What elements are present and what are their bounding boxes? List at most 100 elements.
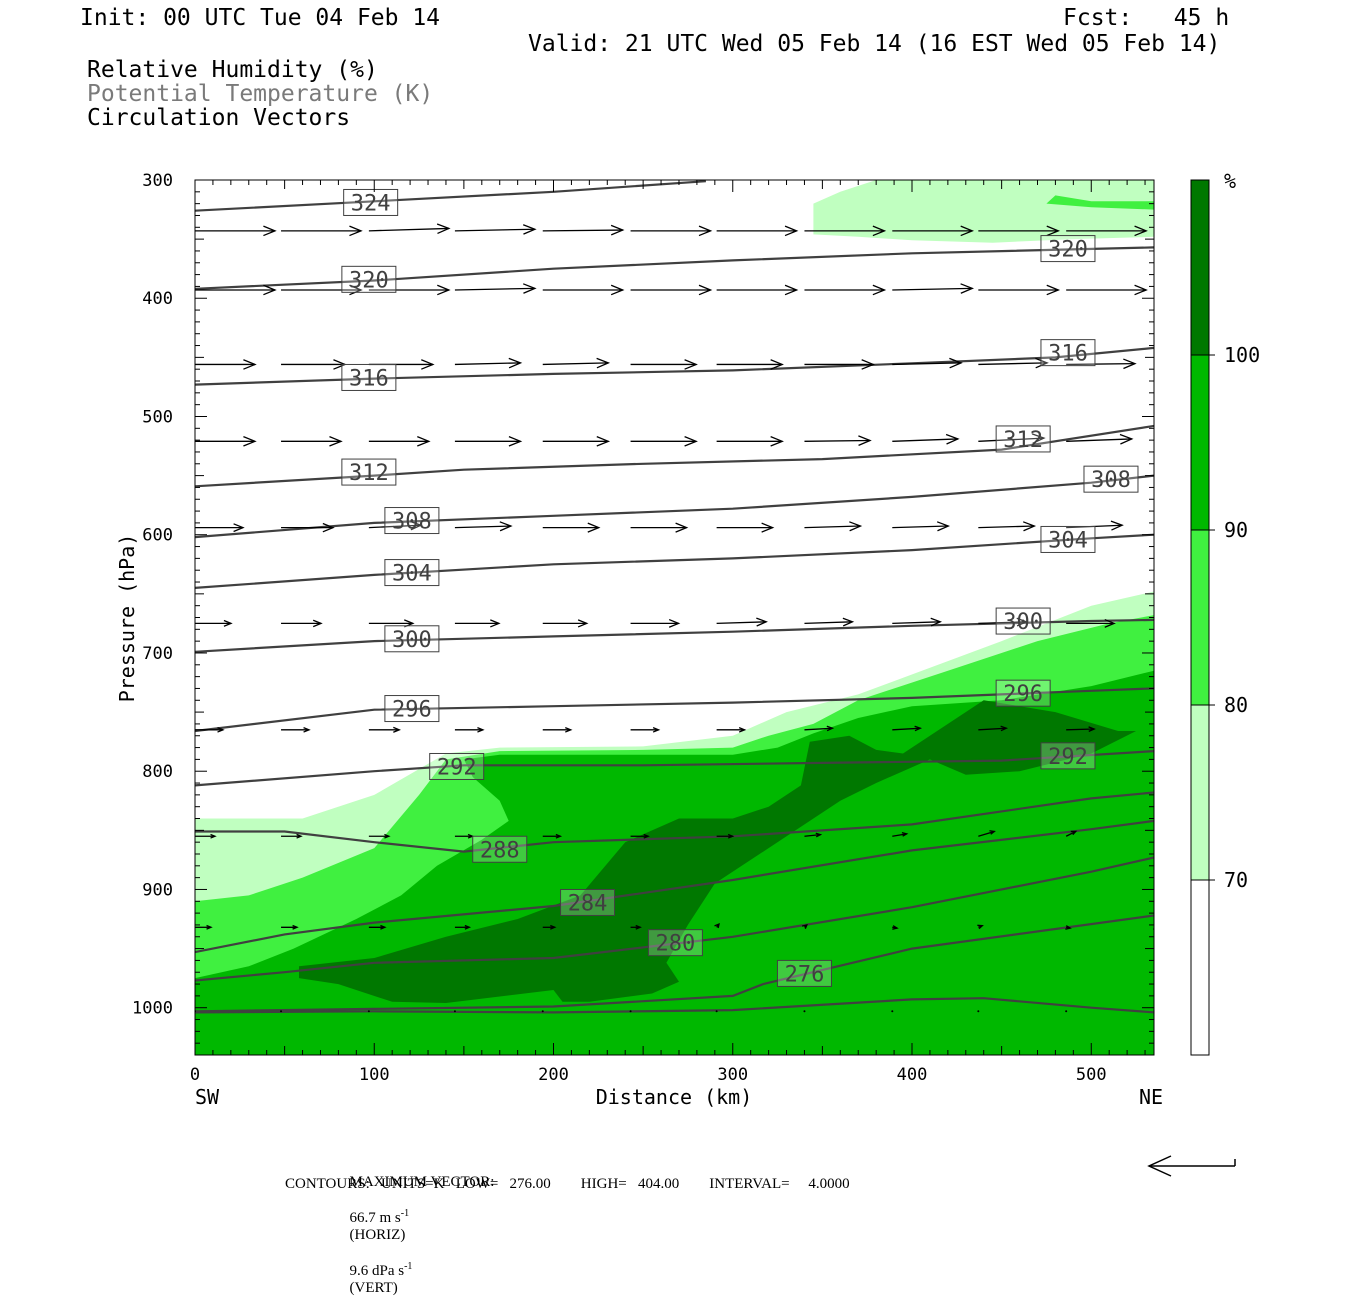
- vector-arrow: [281, 726, 311, 733]
- vector-dot: [629, 1010, 632, 1013]
- vector-head: [1119, 433, 1134, 445]
- max-vector-label: MAXIMUM VECTOR:: [349, 1174, 495, 1190]
- contour-label-box: [995, 425, 1051, 453]
- vector-head: [738, 726, 747, 733]
- vector-dot: [1065, 1010, 1068, 1013]
- vector-arrow: [804, 521, 863, 532]
- vector-shaft: [454, 362, 521, 366]
- vector-head: [508, 357, 523, 369]
- vector-dot: [541, 1010, 544, 1013]
- vector-arrow: [1066, 618, 1116, 628]
- colorbar-label: 90: [1224, 518, 1248, 542]
- vector-arrow: [804, 359, 875, 370]
- vector-head: [684, 435, 698, 447]
- contour-label-316: 316: [1040, 339, 1096, 367]
- vector-arrow: [630, 522, 689, 533]
- vector-head: [1088, 726, 1096, 732]
- contour-label-text: 320: [1048, 238, 1088, 263]
- vector-head: [610, 224, 625, 236]
- vector-arrow: [804, 725, 835, 732]
- y-tick-label: 700: [142, 644, 173, 664]
- vector-arrow: [454, 224, 537, 235]
- vector-shaft: [454, 228, 535, 232]
- vector-head: [930, 617, 943, 627]
- colorbar-label: 80: [1224, 693, 1248, 717]
- vector-dot: [803, 1010, 806, 1013]
- theta-contour-272: [195, 997, 1154, 1014]
- vector-head: [329, 435, 343, 447]
- colorbar-segment-1: [1191, 705, 1209, 880]
- init-time: Init: 00 UTC Tue 04 Feb 14: [80, 5, 441, 31]
- contour-label-box: [995, 607, 1051, 635]
- vector-head: [1104, 618, 1116, 628]
- vector-head: [945, 433, 960, 445]
- contour-label-312: 312: [995, 425, 1051, 453]
- vector-arrow: [977, 1010, 980, 1013]
- colorbar-label: 100: [1224, 343, 1260, 367]
- vector-arrow: [195, 435, 257, 447]
- vector-head: [421, 359, 435, 370]
- contour-label-box: [1040, 525, 1096, 553]
- vector-arrow: [195, 359, 257, 370]
- vector-head: [727, 833, 735, 839]
- vector-head: [490, 619, 501, 628]
- theta-contour-304: [195, 533, 1154, 589]
- contour-label-284: 284: [560, 888, 616, 916]
- vector-arrow: [804, 225, 887, 237]
- vector-head: [206, 924, 213, 930]
- vector-shaft: [978, 727, 1007, 731]
- rh-fill-100-5: [299, 700, 1137, 1003]
- vector-arrow: [804, 617, 855, 627]
- valid-time: Valid: 21 UTC Wed 05 Feb 14 (16 EST Wed …: [528, 31, 1221, 57]
- vector-head: [464, 924, 472, 930]
- contour-label-box: [472, 835, 528, 863]
- vector-head: [1123, 358, 1137, 370]
- vector-shaft: [804, 727, 833, 731]
- contour-label-box: [341, 265, 397, 293]
- vector-arrow: [281, 924, 299, 930]
- vector-head: [761, 522, 775, 533]
- right-endpoint: NE: [1139, 1085, 1163, 1109]
- vector-arrow: [630, 618, 681, 628]
- colorbar: 70 80 90 100%: [1190, 169, 1260, 1056]
- vector-head: [565, 726, 573, 733]
- vector-arrow: [630, 833, 650, 839]
- contour-label-296: 296: [995, 679, 1051, 707]
- vector-arrow: [715, 1010, 718, 1013]
- vector-head: [596, 357, 611, 369]
- vector-head: [217, 726, 225, 733]
- vector-head: [322, 522, 335, 533]
- vector-shaft: [892, 362, 962, 366]
- vector-arrow: [630, 225, 713, 237]
- vector-head: [312, 619, 323, 628]
- vector-head: [1022, 521, 1037, 532]
- vector-shaft: [804, 439, 871, 442]
- contour-label-276: 276: [776, 959, 832, 987]
- vector-head: [437, 284, 451, 296]
- vector-head: [263, 225, 277, 237]
- vector-shaft: [716, 621, 767, 625]
- vector-head: [1031, 433, 1046, 444]
- vector-arrow: [716, 833, 735, 839]
- vector-head: [675, 522, 689, 533]
- vector-arrow: [454, 521, 513, 532]
- vector-arrow: [281, 833, 303, 839]
- vector-arrow: [629, 1010, 632, 1013]
- vector-arrow: [716, 522, 775, 533]
- y-tick-label: 300: [142, 171, 173, 191]
- vector-arrow: [368, 435, 431, 447]
- vector-head: [436, 223, 451, 235]
- contour-label-292: 292: [429, 752, 485, 780]
- vector-head: [243, 359, 257, 370]
- vector-arrow: [978, 830, 996, 837]
- y-tick-label: 900: [142, 880, 173, 900]
- vector-head: [892, 925, 899, 930]
- vector-arrow: [368, 924, 387, 930]
- contour-label-box: [341, 458, 397, 486]
- y-tick-label: 600: [142, 526, 173, 546]
- contour-label-text: 312: [1003, 428, 1043, 453]
- contour-label-text: 308: [1091, 468, 1131, 493]
- vector-arrow: [195, 726, 225, 733]
- vector-arrow: [368, 726, 401, 733]
- vector-head: [296, 833, 303, 839]
